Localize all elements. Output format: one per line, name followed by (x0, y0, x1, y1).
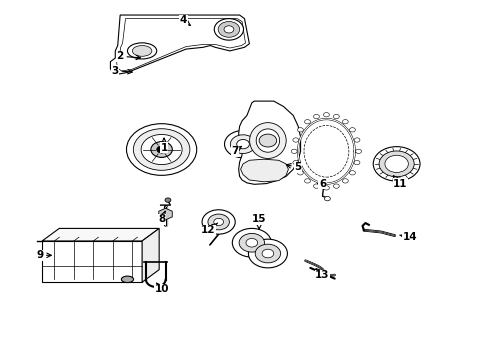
Circle shape (297, 171, 303, 175)
Polygon shape (142, 228, 159, 282)
Circle shape (333, 184, 339, 188)
Circle shape (262, 249, 273, 258)
Circle shape (372, 147, 419, 181)
Circle shape (255, 244, 280, 263)
Text: 2: 2 (116, 51, 140, 61)
Circle shape (291, 149, 297, 153)
Text: 7: 7 (231, 146, 241, 156)
Circle shape (349, 171, 355, 175)
Circle shape (342, 179, 347, 183)
Text: 3: 3 (111, 66, 132, 76)
Circle shape (248, 239, 287, 268)
Circle shape (207, 214, 229, 230)
Circle shape (236, 139, 249, 149)
Circle shape (218, 22, 239, 37)
Text: 6: 6 (317, 179, 325, 189)
Circle shape (304, 179, 310, 183)
Circle shape (133, 129, 189, 170)
Circle shape (342, 120, 347, 124)
Circle shape (239, 233, 264, 252)
Circle shape (224, 131, 261, 158)
Text: 14: 14 (399, 232, 417, 242)
Circle shape (230, 135, 255, 153)
Circle shape (164, 198, 170, 202)
Circle shape (324, 197, 330, 201)
Circle shape (126, 124, 196, 175)
Ellipse shape (127, 43, 157, 59)
Circle shape (151, 141, 172, 157)
Circle shape (224, 26, 233, 33)
Circle shape (355, 149, 361, 153)
Text: 11: 11 (392, 176, 407, 189)
Circle shape (323, 186, 329, 190)
Circle shape (292, 161, 298, 165)
Text: 4: 4 (180, 15, 190, 26)
Circle shape (378, 151, 413, 177)
Circle shape (202, 210, 235, 234)
Text: 9: 9 (36, 250, 51, 260)
Text: 8: 8 (158, 211, 165, 224)
Text: 15: 15 (251, 215, 266, 229)
Circle shape (259, 134, 276, 147)
Ellipse shape (256, 129, 279, 152)
Ellipse shape (132, 45, 152, 56)
Circle shape (384, 155, 407, 172)
Circle shape (297, 128, 303, 132)
Text: 13: 13 (315, 269, 329, 280)
Circle shape (214, 19, 243, 40)
Circle shape (141, 134, 182, 165)
Polygon shape (110, 15, 249, 74)
Ellipse shape (121, 276, 133, 283)
Polygon shape (42, 241, 142, 282)
Circle shape (304, 120, 310, 124)
Circle shape (353, 138, 359, 142)
Circle shape (313, 184, 319, 188)
Circle shape (313, 114, 319, 119)
Polygon shape (42, 228, 159, 241)
Circle shape (323, 113, 329, 117)
Text: 12: 12 (200, 223, 217, 235)
Circle shape (213, 219, 223, 226)
Circle shape (232, 228, 271, 257)
Polygon shape (238, 101, 300, 184)
Circle shape (245, 238, 257, 247)
Text: 10: 10 (154, 283, 168, 294)
Text: 1: 1 (160, 138, 167, 153)
Polygon shape (240, 159, 288, 182)
Circle shape (349, 128, 355, 132)
Circle shape (353, 161, 359, 165)
Ellipse shape (249, 123, 285, 158)
Circle shape (292, 138, 298, 142)
Circle shape (333, 114, 339, 119)
Circle shape (157, 146, 166, 153)
Text: 5: 5 (286, 162, 301, 172)
